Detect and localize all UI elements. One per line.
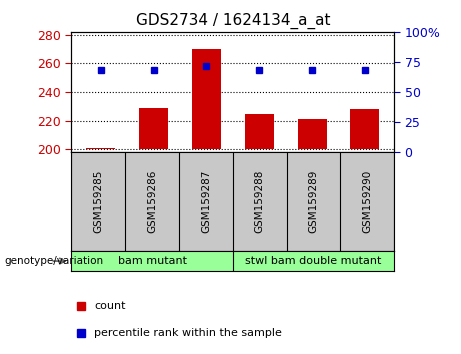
Bar [192,49,221,149]
Text: GSM159290: GSM159290 [362,170,372,233]
Text: count: count [94,301,125,311]
Text: GSM159287: GSM159287 [201,170,211,234]
Bar [350,109,379,149]
Title: GDS2734 / 1624134_a_at: GDS2734 / 1624134_a_at [136,13,330,29]
Text: GSM159288: GSM159288 [254,170,265,234]
Text: GSM159289: GSM159289 [308,170,319,234]
Text: GSM159285: GSM159285 [93,170,103,234]
Bar [86,148,115,149]
Bar [297,119,327,149]
Bar [245,114,274,149]
Text: stwl bam double mutant: stwl bam double mutant [245,256,382,266]
Text: bam mutant: bam mutant [118,256,187,266]
Text: percentile rank within the sample: percentile rank within the sample [94,328,282,338]
Text: GSM159286: GSM159286 [147,170,157,234]
Text: genotype/variation: genotype/variation [5,256,104,266]
Bar [139,108,168,149]
